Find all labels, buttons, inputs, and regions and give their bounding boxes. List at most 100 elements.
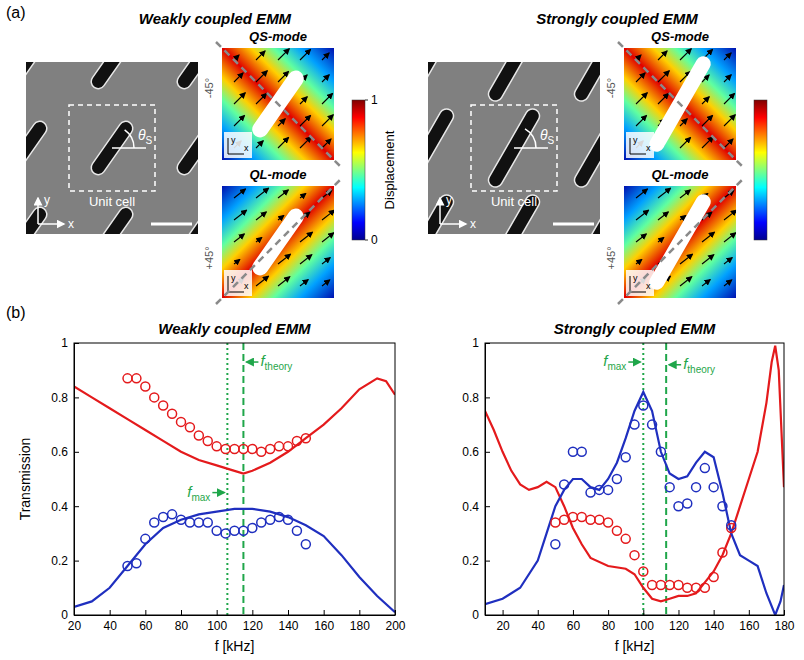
- data-point: [132, 374, 141, 383]
- displacement-arrow: [300, 137, 311, 148]
- data-point: [577, 447, 586, 456]
- data-point: [177, 515, 186, 524]
- tick-mark: [485, 506, 490, 507]
- annotation-subscript: max: [607, 361, 626, 372]
- tick-mark: [324, 610, 325, 615]
- displacement-arrow: [278, 138, 288, 148]
- tick-label: 100: [634, 619, 654, 633]
- displacement-arrow: [278, 277, 290, 286]
- slot: [486, 62, 542, 104]
- data-point: [132, 559, 141, 568]
- displacement-arrow: [256, 141, 263, 148]
- displacement-arrow: [702, 137, 713, 148]
- displacement-arrow: [256, 51, 265, 60]
- y-axis: 00.20.40.60.81: [51, 336, 79, 622]
- data-point: [718, 548, 727, 557]
- reference-line: [242, 343, 244, 615]
- axis-line: [74, 344, 75, 616]
- plot-frame: [485, 343, 784, 615]
- displacement-arrow: [702, 97, 709, 104]
- data-point: [551, 540, 560, 549]
- data-point: [639, 401, 648, 410]
- displacement-arrow: [636, 93, 647, 104]
- data-point: [621, 534, 630, 543]
- slot: [26, 119, 50, 178]
- slot: [174, 119, 198, 178]
- data-point: [630, 420, 639, 429]
- polarization-line: [618, 42, 742, 166]
- axis-icon: [228, 154, 244, 155]
- data-point: [257, 518, 266, 527]
- displacement-arrow: [702, 255, 714, 264]
- slot: [174, 62, 198, 91]
- x-tick: 160: [739, 610, 759, 633]
- displacement-arrow: [680, 49, 691, 60]
- y-tick: 0.6: [51, 445, 79, 459]
- data-point: [683, 583, 692, 592]
- tick-mark: [485, 397, 490, 398]
- displacement-arrow: [300, 193, 306, 198]
- data-line: [485, 392, 784, 615]
- axis-icon: [228, 276, 229, 292]
- displacement-arrow: [234, 93, 245, 104]
- tick-label: 140: [278, 619, 298, 633]
- data-point: [150, 393, 159, 402]
- data-point: [656, 581, 665, 590]
- x-tick: 80: [602, 610, 616, 633]
- data-point: [595, 515, 604, 524]
- tick-mark: [252, 610, 253, 615]
- data-point: [665, 483, 674, 492]
- data-point: [301, 434, 310, 443]
- axis-arrow: [440, 223, 466, 225]
- tick-mark: [749, 610, 750, 615]
- displacement-arrow: [680, 138, 690, 148]
- colorbar-tick: [365, 240, 368, 241]
- data-point: [612, 475, 621, 484]
- axis-icon: [228, 292, 244, 293]
- displacement-arrow: [256, 237, 262, 242]
- data-point: [168, 510, 177, 519]
- axis-icon-label: y: [633, 273, 638, 283]
- x-tick: 100: [207, 610, 227, 633]
- axis-icon-ground: [626, 132, 654, 158]
- data-point: [141, 534, 150, 543]
- tick-label: 180: [350, 619, 370, 633]
- tick-label: 0.6: [462, 445, 479, 459]
- data-point: [656, 447, 665, 456]
- tick-mark: [485, 615, 490, 616]
- tick-mark: [110, 610, 111, 615]
- tick-label: 0.6: [51, 445, 68, 459]
- data-point: [568, 447, 577, 456]
- x-axis-title: f [kHz]: [615, 638, 655, 654]
- tick-mark: [217, 610, 218, 615]
- data-point: [257, 447, 266, 456]
- annotation-arrow: [669, 364, 681, 366]
- tick-label: 80: [175, 619, 189, 633]
- displacement-arrow: [300, 116, 310, 126]
- tick-label: 40: [103, 619, 117, 633]
- polarization-label: -45°: [203, 78, 215, 98]
- annotation-label: fmax: [603, 352, 626, 372]
- axis-arrow: [439, 198, 441, 224]
- axis-icon-label: y: [231, 273, 236, 283]
- reference-line: [226, 343, 228, 615]
- y-axis: 00.20.40.60.81: [462, 336, 490, 622]
- plot-area: [74, 343, 395, 615]
- y-tick: 0.6: [462, 445, 490, 459]
- scale-bar: [553, 223, 594, 226]
- mode-title: QL-mode: [249, 167, 306, 182]
- displacement-arrow: [322, 53, 329, 60]
- data-line: [74, 378, 395, 473]
- data-point: [194, 518, 203, 527]
- axis-icon-label: x: [244, 143, 249, 153]
- tick-label: 0.8: [462, 391, 479, 405]
- unit-cell-box: [69, 105, 155, 191]
- x-tick: 200: [385, 610, 405, 633]
- angle-arc: [525, 129, 536, 148]
- tick-mark: [181, 610, 182, 615]
- y-axis-title: Transmission: [17, 438, 33, 521]
- displacement-arrow: [234, 116, 244, 126]
- annotation-label: ftheory: [260, 352, 292, 372]
- axis-arrow: [37, 198, 39, 224]
- displacement-arrow: [234, 210, 247, 220]
